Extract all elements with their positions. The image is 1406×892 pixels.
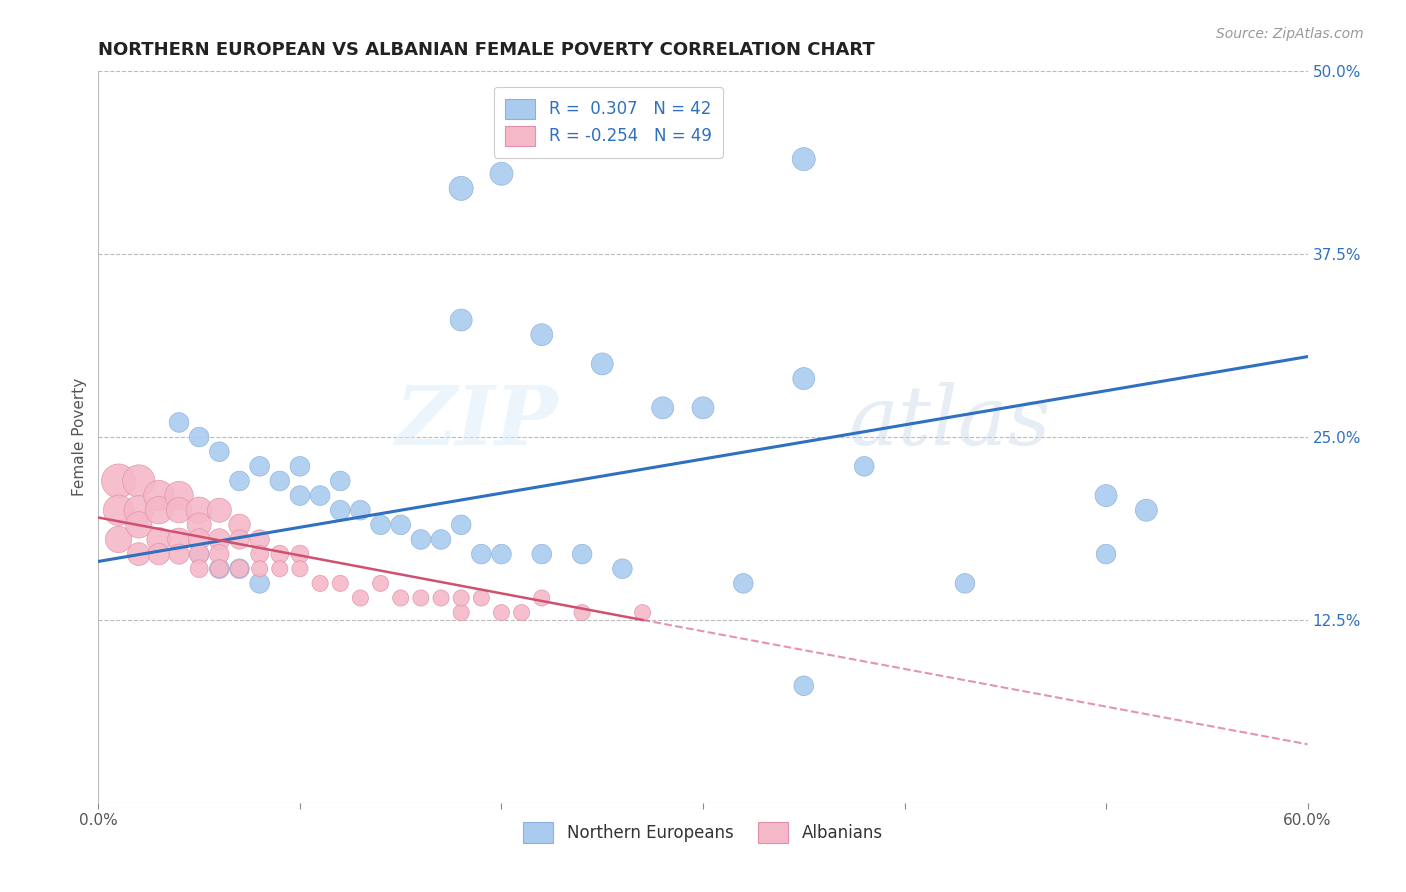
Point — [329, 474, 352, 488]
Point — [167, 503, 190, 517]
Point — [228, 562, 250, 576]
Point — [571, 606, 593, 620]
Point — [167, 416, 190, 430]
Point — [208, 562, 231, 576]
Point — [389, 591, 412, 605]
Point — [208, 533, 231, 547]
Point — [288, 459, 311, 474]
Point — [530, 591, 553, 605]
Point — [148, 489, 170, 503]
Point — [188, 562, 211, 576]
Text: ZIP: ZIP — [395, 383, 558, 462]
Point — [107, 503, 129, 517]
Point — [167, 547, 190, 561]
Point — [450, 313, 472, 327]
Point — [228, 562, 250, 576]
Point — [309, 576, 332, 591]
Point — [571, 547, 593, 561]
Point — [107, 474, 129, 488]
Point — [288, 489, 311, 503]
Text: Source: ZipAtlas.com: Source: ZipAtlas.com — [1216, 27, 1364, 41]
Point — [370, 576, 392, 591]
Point — [409, 591, 432, 605]
Point — [148, 503, 170, 517]
Point — [329, 576, 352, 591]
Point — [249, 547, 271, 561]
Point — [953, 576, 976, 591]
Point — [631, 606, 654, 620]
Point — [228, 533, 250, 547]
Point — [612, 562, 634, 576]
Point — [128, 517, 150, 532]
Point — [249, 533, 271, 547]
Point — [733, 576, 755, 591]
Point — [269, 474, 291, 488]
Point — [470, 591, 492, 605]
Point — [491, 606, 513, 620]
Point — [188, 547, 211, 561]
Point — [389, 517, 412, 532]
Point — [450, 181, 472, 195]
Point — [530, 327, 553, 342]
Point — [1095, 489, 1118, 503]
Point — [651, 401, 673, 415]
Point — [148, 547, 170, 561]
Point — [288, 547, 311, 561]
Point — [269, 562, 291, 576]
Point — [128, 503, 150, 517]
Point — [208, 547, 231, 561]
Point — [450, 591, 472, 605]
Point — [329, 503, 352, 517]
Y-axis label: Female Poverty: Female Poverty — [72, 378, 87, 496]
Legend: Northern Europeans, Albanians: Northern Europeans, Albanians — [516, 815, 890, 849]
Point — [1135, 503, 1157, 517]
Point — [470, 547, 492, 561]
Point — [491, 167, 513, 181]
Point — [249, 459, 271, 474]
Point — [591, 357, 613, 371]
Point — [188, 503, 211, 517]
Point — [167, 489, 190, 503]
Point — [530, 547, 553, 561]
Point — [188, 517, 211, 532]
Point — [450, 517, 472, 532]
Point — [128, 474, 150, 488]
Point — [167, 533, 190, 547]
Point — [853, 459, 876, 474]
Point — [309, 489, 332, 503]
Point — [288, 562, 311, 576]
Point — [370, 517, 392, 532]
Point — [1095, 547, 1118, 561]
Point — [148, 533, 170, 547]
Point — [208, 562, 231, 576]
Point — [107, 533, 129, 547]
Point — [450, 606, 472, 620]
Point — [491, 547, 513, 561]
Point — [249, 562, 271, 576]
Point — [188, 533, 211, 547]
Point — [208, 503, 231, 517]
Point — [249, 576, 271, 591]
Point — [349, 503, 371, 517]
Point — [228, 517, 250, 532]
Point — [510, 606, 533, 620]
Point — [349, 591, 371, 605]
Point — [793, 371, 815, 385]
Point — [269, 547, 291, 561]
Point — [128, 547, 150, 561]
Point — [793, 152, 815, 166]
Point — [208, 444, 231, 458]
Text: NORTHERN EUROPEAN VS ALBANIAN FEMALE POVERTY CORRELATION CHART: NORTHERN EUROPEAN VS ALBANIAN FEMALE POV… — [98, 41, 875, 59]
Point — [188, 430, 211, 444]
Point — [188, 547, 211, 561]
Point — [228, 474, 250, 488]
Point — [692, 401, 714, 415]
Text: atlas: atlas — [848, 383, 1050, 462]
Point — [430, 533, 453, 547]
Point — [409, 533, 432, 547]
Point — [793, 679, 815, 693]
Point — [430, 591, 453, 605]
